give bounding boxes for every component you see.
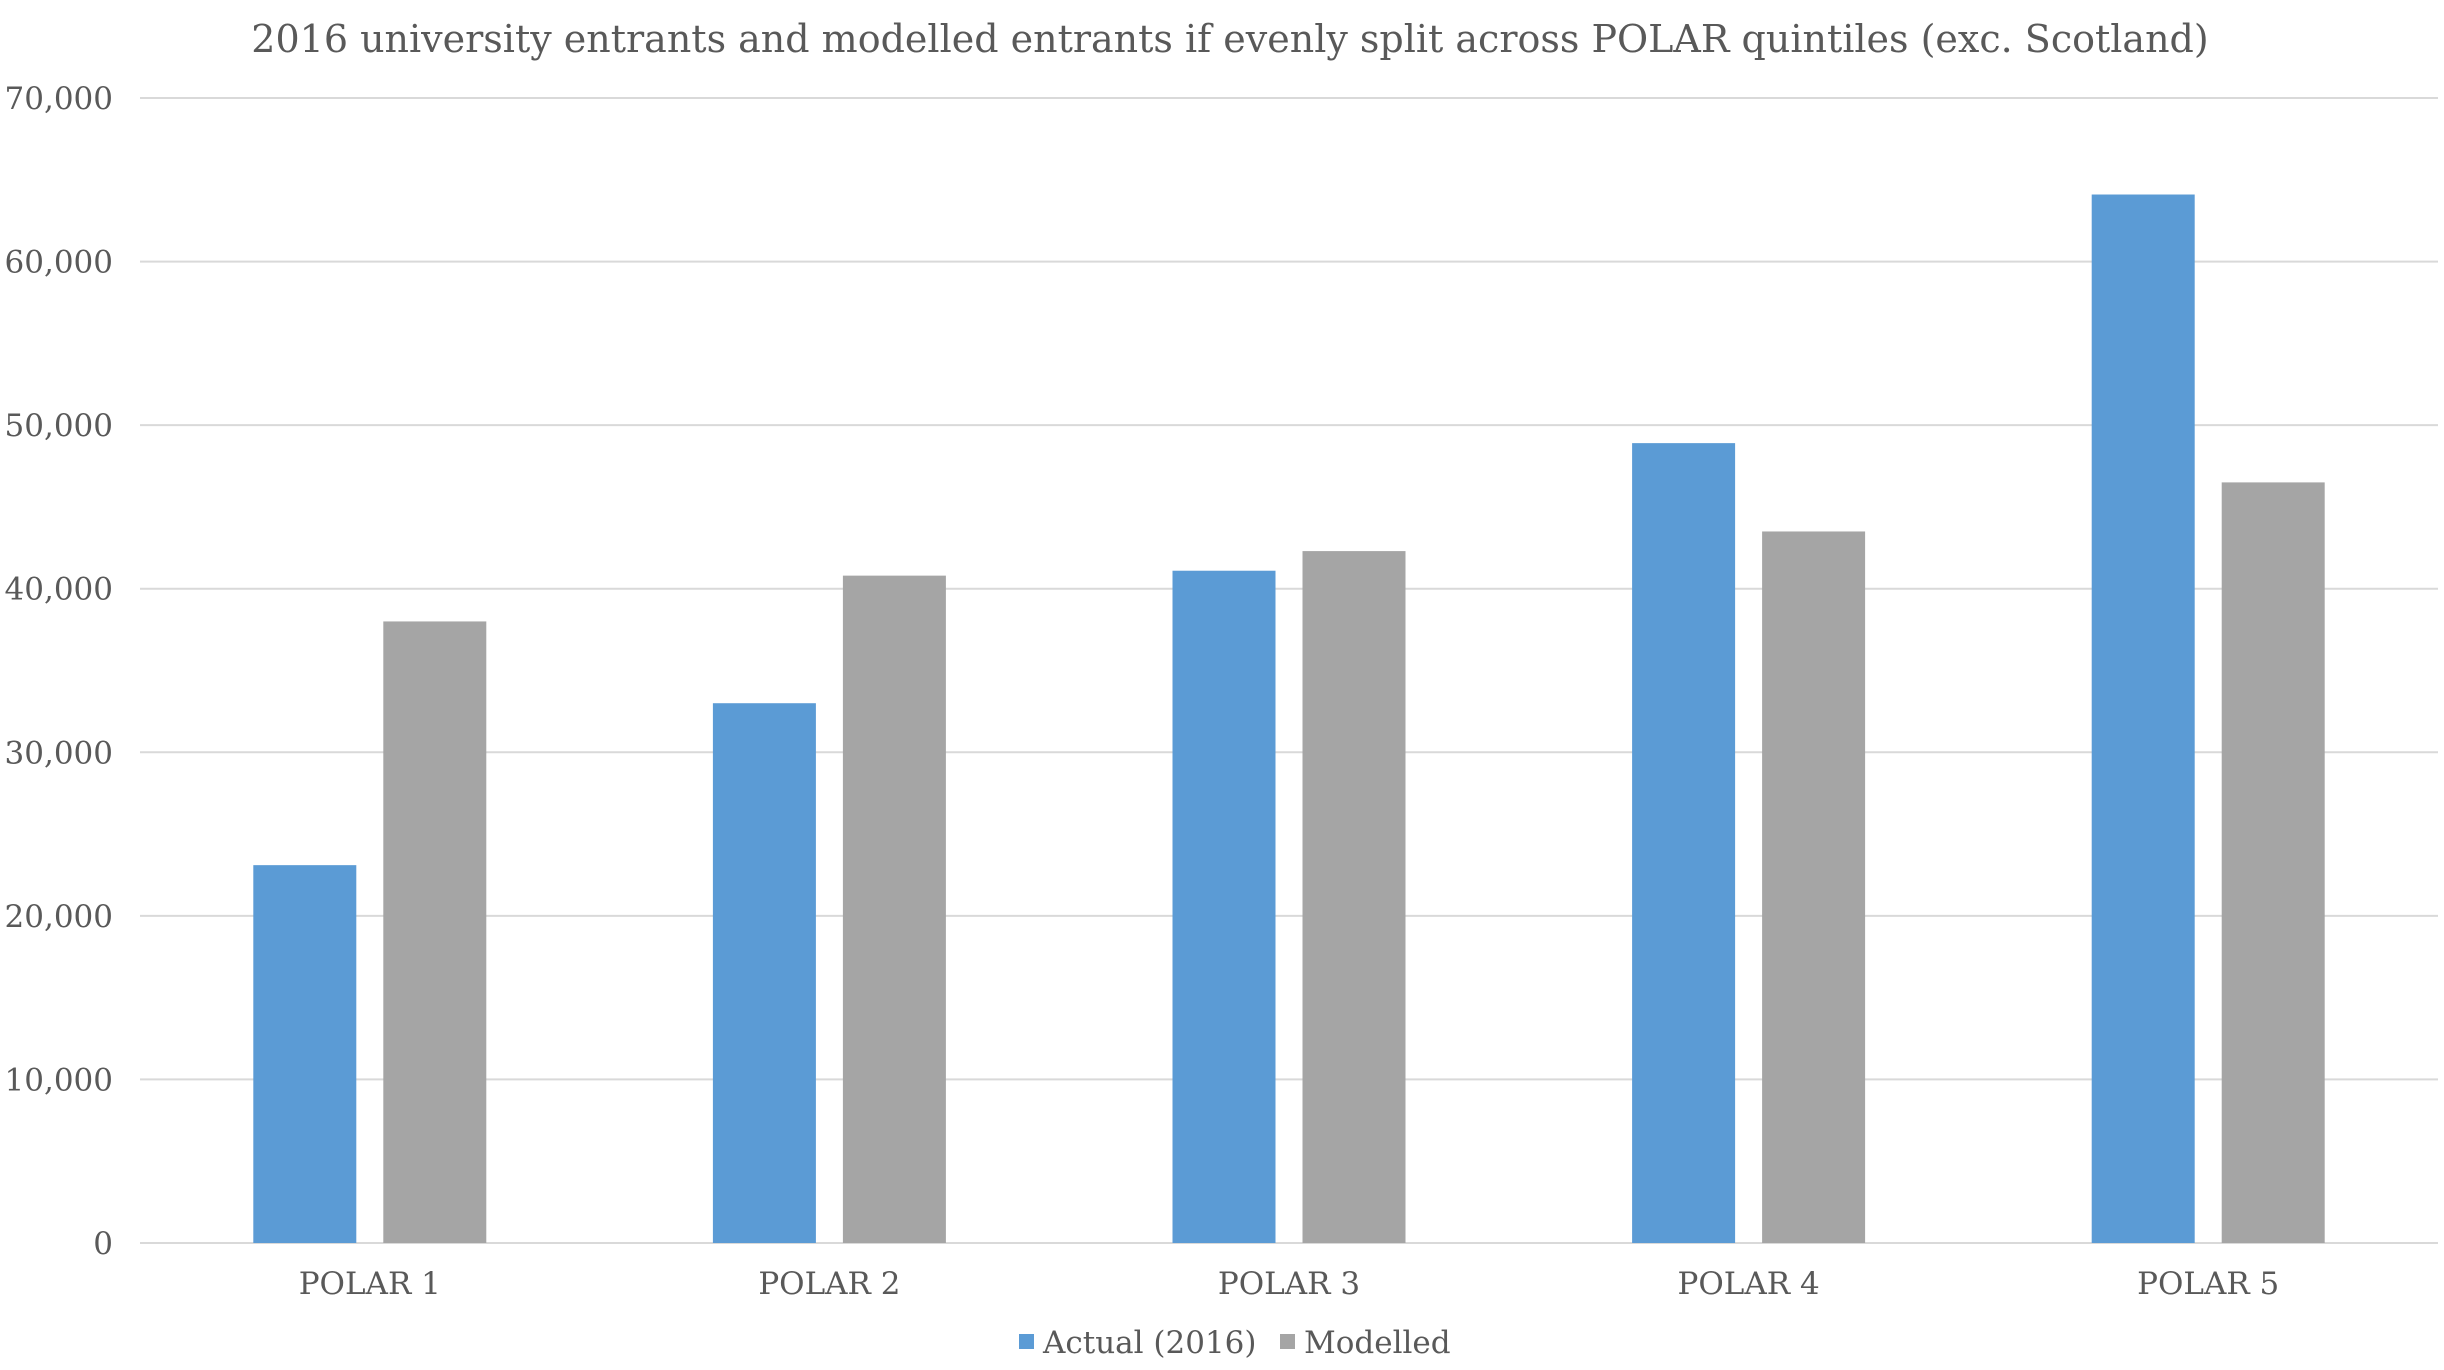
y-axis-tick-labels: 0 10,000 20,000 30,000 40,000 50,000 60,000 70,…	[5, 81, 113, 1262]
y-tick-label: 70,000	[5, 81, 113, 117]
legend: Actual (2016) Modelled	[1019, 1325, 1451, 1361]
x-category-label: POLAR 5	[2137, 1266, 2279, 1302]
y-tick-label: 30,000	[5, 735, 113, 771]
y-tick-label: 20,000	[5, 899, 113, 935]
bar-modelled-2	[842, 575, 946, 1243]
y-tick-label: 50,000	[5, 408, 113, 444]
bar-modelled-4	[1762, 531, 1866, 1243]
bar-actual-5	[2091, 194, 2195, 1244]
bar-actual-1	[253, 865, 357, 1243]
x-category-label: POLAR 1	[299, 1266, 441, 1302]
y-tick-label: 60,000	[5, 245, 113, 281]
x-category-label: POLAR 4	[1678, 1266, 1820, 1302]
legend-label-actual: Actual (2016)	[1042, 1325, 1257, 1361]
bar-actual-2	[712, 703, 816, 1243]
x-category-label: POLAR 3	[1218, 1266, 1360, 1302]
y-tick-label: 10,000	[5, 1062, 113, 1098]
y-tick-label: 40,000	[5, 572, 113, 608]
bar-actual-4	[1632, 443, 1736, 1243]
bar-modelled-5	[2221, 482, 2325, 1244]
legend-swatch-modelled	[1280, 1334, 1295, 1349]
legend-swatch-actual	[1019, 1334, 1034, 1349]
bar-actual-3	[1172, 570, 1276, 1243]
bars	[253, 194, 2325, 1244]
y-tick-label: 0	[93, 1226, 113, 1262]
bar-modelled-1	[383, 621, 487, 1243]
chart-title: 2016 university entrants and modelled en…	[251, 17, 2208, 61]
legend-label-modelled: Modelled	[1304, 1325, 1451, 1361]
gridlines	[140, 97, 2438, 1244]
bar-modelled-3	[1302, 551, 1406, 1243]
x-axis-category-labels: POLAR 1 POLAR 2 POLAR 3 POLAR 4 POLAR 5	[299, 1266, 2280, 1302]
x-category-label: POLAR 2	[758, 1266, 900, 1302]
